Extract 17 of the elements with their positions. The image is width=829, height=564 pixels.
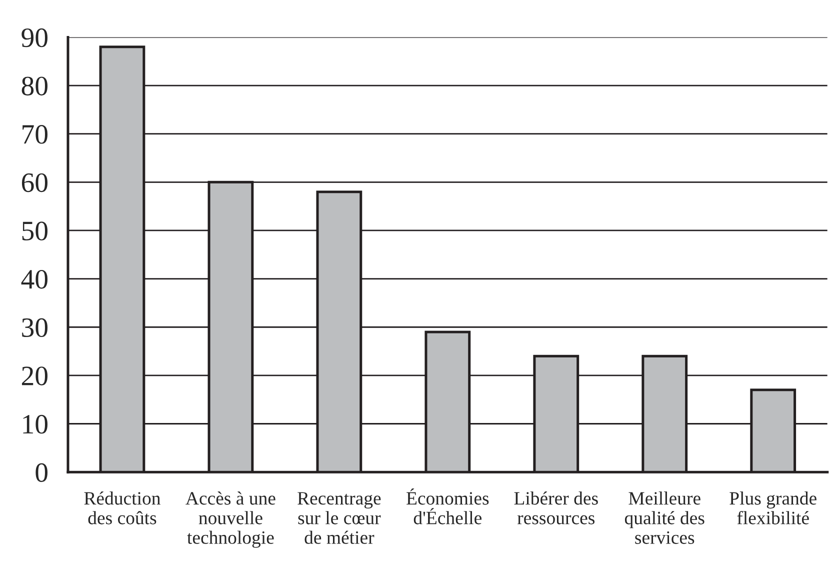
x-tick-label: Meilleure qualité des services xyxy=(624,492,704,544)
y-tick-label: 90 xyxy=(22,28,48,48)
y-tick-label: 0 xyxy=(36,463,48,482)
y-tick-label: 70 xyxy=(22,125,48,144)
x-tick-label: Recentrage sur le cœur de métier xyxy=(298,492,381,544)
y-tick-label: 20 xyxy=(22,366,48,386)
x-tick-label: Accès à une nouvelle technologie xyxy=(186,491,276,548)
y-tick-label: 30 xyxy=(22,318,48,338)
x-tick-label: Économies d'Échelle xyxy=(406,488,489,524)
y-tick-label: 50 xyxy=(22,222,48,240)
x-tick-label: Réduction des coûts xyxy=(84,491,160,524)
y-tick-label: 10 xyxy=(23,414,48,434)
y-tick-label: 60 xyxy=(22,173,48,192)
y-tick-label: 80 xyxy=(22,76,48,96)
y-tick-label: 40 xyxy=(21,270,48,289)
x-tick-label: Plus grande flexibilité xyxy=(730,492,816,524)
x-tick-label: Libérer des ressources xyxy=(514,491,598,524)
